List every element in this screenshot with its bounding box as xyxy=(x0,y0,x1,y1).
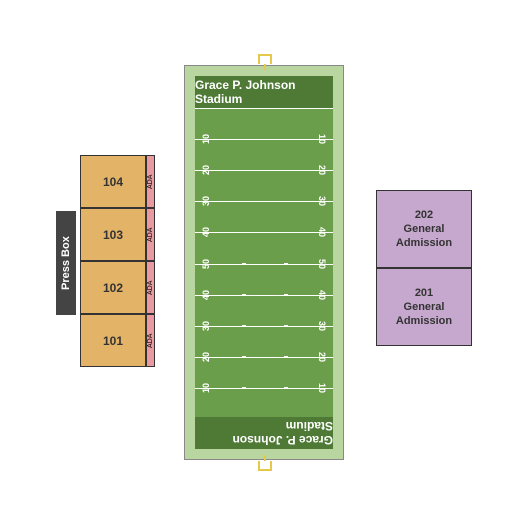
stadium-map: Grace P. Johnson Stadium 10 10 20 20 30 30 40 4… xyxy=(0,0,525,525)
hash-mark xyxy=(284,108,288,109)
section-line3: Admission xyxy=(396,236,452,250)
goalpost-top xyxy=(258,54,272,64)
hash-mark xyxy=(284,139,288,140)
west-section-103[interactable]: 103 xyxy=(80,208,146,261)
hash-mark xyxy=(242,387,246,388)
hash-mark xyxy=(284,294,288,295)
section-num: 202 xyxy=(415,208,433,222)
west-section-101[interactable]: 101 xyxy=(80,314,146,367)
hash-mark xyxy=(284,356,288,357)
yard-line xyxy=(195,201,333,202)
hash-mark xyxy=(242,139,246,140)
hash-mark xyxy=(284,325,288,326)
ada-section-103[interactable]: ADA xyxy=(146,208,155,261)
yard-label-right: 40 xyxy=(317,290,327,300)
press-box-label: Press Box xyxy=(60,236,72,290)
yard-label-left: 20 xyxy=(201,352,211,362)
yard-label-left: 40 xyxy=(201,227,211,237)
yard-line xyxy=(195,139,333,140)
yard-line xyxy=(195,388,333,389)
hash-mark xyxy=(242,294,246,295)
endzone-bottom-label: Grace P. Johnson Stadium xyxy=(195,419,333,447)
yard-label-left: 10 xyxy=(201,134,211,144)
yard-label-left: 50 xyxy=(201,258,211,268)
press-box[interactable]: Press Box xyxy=(56,211,76,315)
endzone-bottom: Grace P. Johnson Stadium xyxy=(195,417,333,449)
hash-mark xyxy=(242,356,246,357)
west-section-104[interactable]: 104 xyxy=(80,155,146,208)
hash-mark xyxy=(284,170,288,171)
section-line3: Admission xyxy=(396,314,452,328)
east-section-202[interactable]: 202GeneralAdmission xyxy=(376,190,472,268)
endzone-top: Grace P. Johnson Stadium xyxy=(195,76,333,108)
yard-label-right: 50 xyxy=(317,258,327,268)
hash-mark xyxy=(242,325,246,326)
hash-mark xyxy=(242,108,246,109)
hash-mark xyxy=(284,387,288,388)
yard-line xyxy=(195,108,333,109)
hash-mark xyxy=(242,170,246,171)
yard-label-left: 10 xyxy=(201,383,211,393)
hash-mark xyxy=(242,263,246,264)
section-line2: General xyxy=(404,222,445,236)
ada-section-104[interactable]: ADA xyxy=(146,155,155,208)
west-section-102[interactable]: 102 xyxy=(80,261,146,314)
yard-label-left: 20 xyxy=(201,165,211,175)
section-line2: General xyxy=(404,300,445,314)
yard-label-right: 10 xyxy=(317,383,327,393)
yard-line xyxy=(195,326,333,327)
yard-label-right: 20 xyxy=(317,165,327,175)
yard-label-right: 40 xyxy=(317,227,327,237)
yard-label-right: 10 xyxy=(317,134,327,144)
hash-mark xyxy=(284,201,288,202)
playfield: 10 10 20 20 30 30 40 40 50 50 40 40 30 30 20 20 10 10 xyxy=(195,108,333,419)
yard-line xyxy=(195,232,333,233)
east-section-201[interactable]: 201GeneralAdmission xyxy=(376,268,472,346)
ada-section-101[interactable]: ADA xyxy=(146,314,155,367)
hash-mark xyxy=(284,263,288,264)
endzone-top-label: Grace P. Johnson Stadium xyxy=(195,78,333,106)
hash-mark xyxy=(242,201,246,202)
yard-line xyxy=(195,357,333,358)
yard-label-left: 40 xyxy=(201,290,211,300)
yard-label-right: 30 xyxy=(317,321,327,331)
yard-label-left: 30 xyxy=(201,196,211,206)
ada-section-102[interactable]: ADA xyxy=(146,261,155,314)
yard-line xyxy=(195,170,333,171)
section-num: 201 xyxy=(415,286,433,300)
hash-mark xyxy=(284,232,288,233)
football-field: Grace P. Johnson Stadium 10 10 20 20 30 30 40 4… xyxy=(184,65,344,460)
goalpost-bottom xyxy=(258,461,272,471)
yard-label-right: 20 xyxy=(317,352,327,362)
hash-mark xyxy=(242,232,246,233)
yard-label-right: 30 xyxy=(317,196,327,206)
yard-line xyxy=(195,264,333,265)
yard-line xyxy=(195,295,333,296)
yard-label-left: 30 xyxy=(201,321,211,331)
